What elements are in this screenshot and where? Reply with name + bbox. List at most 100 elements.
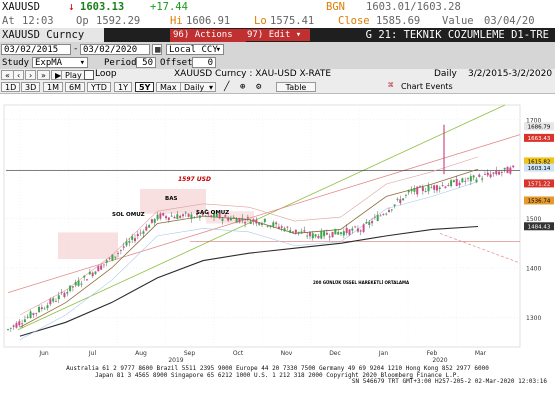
candle-body: [272, 222, 275, 227]
candle-body: [438, 187, 441, 190]
candle-body: [328, 236, 331, 238]
candle-body: [283, 228, 286, 232]
candle-body: [176, 214, 179, 220]
candle-body: [444, 186, 447, 188]
period-3d[interactable]: 3D: [21, 82, 41, 92]
date-range-label: 3/2/2015-3/2/2020: [468, 69, 553, 79]
title-bar: XAUUSD Curncy 96) Actions ▾ 97) Edit ▾ G…: [0, 28, 555, 53]
edit-menu[interactable]: 97) Edit ▾: [244, 29, 310, 41]
candle-body: [359, 230, 362, 232]
period-5y[interactable]: 5Y: [135, 82, 155, 92]
candle-body: [49, 299, 52, 305]
price-tag-label: 1571.22: [528, 182, 551, 188]
x-year-label: 2020: [432, 357, 447, 364]
chart-events-icon[interactable]: ⌘: [388, 81, 394, 91]
candle-body: [7, 329, 9, 331]
page-title: G 21: TEKNIK COZUMLEME D1-TRE: [365, 29, 549, 41]
candle-body: [433, 185, 436, 190]
indicator-lines: [6, 104, 521, 340]
candle-body: [246, 217, 249, 218]
red-trendline: [7, 134, 521, 294]
candle-body: [213, 213, 216, 218]
candle-body: [74, 282, 77, 286]
price-tag: [524, 133, 554, 142]
period-6m[interactable]: 6M: [65, 82, 85, 92]
candle-body: [108, 258, 111, 260]
period-1y[interactable]: 1Y: [114, 82, 132, 92]
price-chart[interactable]: 1597 USD BAS SOL OMUZ SAĞ OMUZ 200 GÜNLÜ…: [0, 95, 555, 366]
candle-body: [131, 236, 134, 240]
candle-body: [365, 222, 368, 224]
candle-body: [102, 264, 105, 266]
candle-body: [509, 167, 512, 174]
chart-events-button[interactable]: Chart Events: [401, 82, 453, 91]
price-tag: [524, 157, 554, 166]
fast-forward-icon[interactable]: »: [37, 70, 50, 80]
candle-body: [388, 210, 390, 212]
candle-body: [331, 231, 334, 238]
chart-grid: [3, 104, 521, 348]
candle-body: [311, 233, 314, 239]
candle-body: [399, 199, 402, 204]
candle-body: [289, 230, 292, 233]
candle-body: [94, 271, 97, 274]
offset-field[interactable]: 0: [192, 57, 216, 68]
period-1d[interactable]: 1D: [1, 82, 21, 92]
left-shoulder-label: SOL OMUZ: [112, 212, 145, 218]
security-field[interactable]: XAUUSD Curncy: [0, 28, 104, 42]
step-forward-icon[interactable]: ›: [25, 70, 37, 80]
candle-body: [348, 229, 351, 235]
period-label: Period: [104, 58, 137, 68]
loop-label: Loop: [95, 69, 117, 79]
candle-body: [190, 214, 193, 220]
candle-body: [77, 280, 80, 286]
candle-body: [125, 241, 128, 246]
calendar-icon[interactable]: ▦: [152, 44, 162, 55]
price-tag: [524, 222, 554, 231]
candle-body: [210, 215, 213, 218]
candle-body: [187, 213, 190, 217]
candle-body: [342, 231, 345, 236]
candle-body: [345, 227, 348, 233]
study-select[interactable]: ExpMA ▾: [32, 57, 88, 68]
play-button[interactable]: Play: [61, 70, 86, 80]
candle-body: [181, 214, 184, 217]
quote-details: At 12:03 Op 1592.29 Hi 1606.91 Lo 1575.4…: [0, 14, 555, 28]
end-date-field[interactable]: 03/02/2020: [80, 44, 150, 55]
period-1m[interactable]: 1M: [43, 82, 63, 92]
loop-checkbox[interactable]: [84, 70, 94, 80]
candle-body: [379, 215, 382, 217]
candle-body: [492, 172, 495, 174]
candle-body: [69, 285, 72, 291]
frequency-select[interactable]: Daily ▾: [180, 82, 216, 92]
candle-body: [165, 216, 168, 219]
candle-body: [119, 249, 122, 251]
y-tick-label: 1400: [526, 265, 541, 272]
candle-body: [447, 185, 450, 187]
close-value: 1585.69: [376, 15, 421, 27]
candle-body: [373, 216, 376, 218]
x-tick-label: Oct: [233, 350, 244, 357]
chevron-down-icon: ▾: [79, 58, 85, 68]
x-tick-label: Mar: [475, 350, 487, 357]
zoom-icon[interactable]: ⊕: [240, 82, 246, 92]
x-tick-label: Jun: [38, 350, 49, 357]
settings-icon[interactable]: ⚙: [256, 82, 262, 92]
currency-select[interactable]: Local CCY ▾: [166, 44, 224, 55]
line-chart-icon[interactable]: ╱: [224, 82, 230, 92]
candle-body: [80, 283, 83, 285]
footer-session: SN 546679 TRT GMT+3:00 H257-205-2 02-Mar…: [351, 378, 547, 385]
price-tag-label: 1603.14: [528, 166, 551, 172]
close-label: Close: [338, 15, 370, 27]
currency-value: Local CCY: [169, 45, 218, 55]
candle-body: [351, 228, 354, 231]
candle-body: [100, 265, 103, 270]
step-back-icon[interactable]: ‹: [13, 70, 25, 80]
period-field[interactable]: 50: [136, 57, 156, 68]
rewind-icon[interactable]: «: [1, 70, 14, 80]
period-ytd[interactable]: YTD: [87, 82, 111, 92]
left-box: [58, 232, 118, 260]
start-date-field[interactable]: 03/02/2015: [1, 44, 71, 55]
period-max[interactable]: Max: [156, 82, 181, 92]
table-button[interactable]: Table: [276, 82, 316, 92]
